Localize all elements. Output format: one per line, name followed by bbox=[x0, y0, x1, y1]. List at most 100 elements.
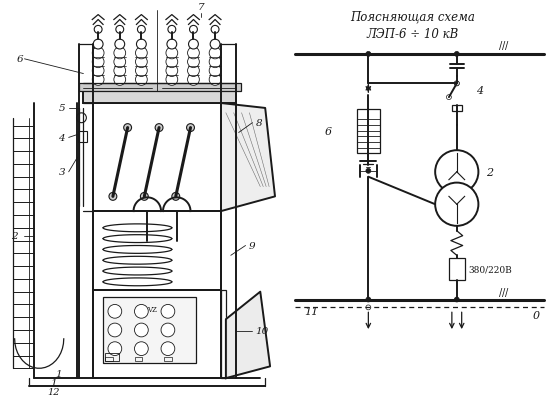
Circle shape bbox=[137, 26, 145, 34]
Bar bbox=[105, 353, 119, 362]
Circle shape bbox=[187, 65, 199, 77]
Text: 4: 4 bbox=[477, 86, 484, 96]
Circle shape bbox=[92, 48, 104, 60]
Circle shape bbox=[114, 48, 126, 60]
Circle shape bbox=[435, 151, 478, 194]
Text: VZ: VZ bbox=[147, 306, 157, 314]
Bar bbox=[134, 357, 142, 362]
Circle shape bbox=[166, 65, 178, 77]
Circle shape bbox=[114, 65, 126, 77]
Text: 6: 6 bbox=[325, 127, 332, 137]
Bar bbox=[356, 110, 380, 154]
Circle shape bbox=[92, 65, 104, 77]
Text: 5: 5 bbox=[58, 104, 65, 113]
Circle shape bbox=[134, 324, 148, 337]
Bar bbox=[93, 211, 221, 290]
Circle shape bbox=[134, 342, 148, 356]
Circle shape bbox=[187, 48, 199, 60]
Text: 8: 8 bbox=[255, 119, 262, 128]
Text: 380/220В: 380/220В bbox=[468, 265, 512, 274]
Bar bbox=[164, 357, 172, 362]
Circle shape bbox=[211, 26, 219, 34]
Circle shape bbox=[116, 26, 123, 34]
Circle shape bbox=[168, 26, 176, 34]
Circle shape bbox=[141, 193, 148, 201]
Polygon shape bbox=[221, 104, 275, 211]
Circle shape bbox=[366, 169, 371, 174]
Circle shape bbox=[155, 124, 163, 132]
Circle shape bbox=[455, 297, 459, 302]
Bar bbox=[103, 297, 196, 364]
Text: 6: 6 bbox=[17, 55, 23, 64]
Circle shape bbox=[114, 57, 126, 68]
Text: 4: 4 bbox=[58, 134, 65, 143]
Text: Поясняющая схема: Поясняющая схема bbox=[350, 10, 475, 23]
Circle shape bbox=[136, 74, 147, 86]
Text: $\it{///}$: $\it{///}$ bbox=[498, 39, 510, 52]
Text: ЛЭП-6 ÷ 10 кВ: ЛЭП-6 ÷ 10 кВ bbox=[366, 28, 458, 41]
Circle shape bbox=[209, 57, 221, 68]
Bar bbox=[452, 106, 462, 112]
Circle shape bbox=[209, 74, 221, 86]
Circle shape bbox=[108, 324, 122, 337]
Bar bbox=[221, 290, 226, 378]
Circle shape bbox=[123, 124, 132, 132]
Circle shape bbox=[137, 40, 147, 50]
Circle shape bbox=[187, 57, 199, 68]
Circle shape bbox=[167, 40, 177, 50]
Circle shape bbox=[210, 40, 220, 50]
Circle shape bbox=[455, 82, 459, 87]
Text: 12: 12 bbox=[48, 387, 60, 396]
Text: 0: 0 bbox=[532, 310, 539, 321]
Circle shape bbox=[209, 65, 221, 77]
Text: 1: 1 bbox=[56, 369, 62, 378]
Text: 7: 7 bbox=[198, 2, 204, 11]
Circle shape bbox=[161, 342, 175, 356]
Circle shape bbox=[109, 193, 117, 201]
Circle shape bbox=[94, 26, 102, 34]
Circle shape bbox=[136, 65, 147, 77]
Bar bbox=[93, 104, 221, 211]
Bar bbox=[449, 258, 464, 280]
Circle shape bbox=[190, 26, 197, 34]
Circle shape bbox=[166, 48, 178, 60]
Bar bbox=[93, 290, 221, 378]
Circle shape bbox=[455, 52, 459, 57]
Circle shape bbox=[92, 74, 104, 86]
Bar bbox=[78, 131, 88, 143]
Circle shape bbox=[366, 305, 371, 310]
Bar bbox=[105, 357, 113, 362]
Bar bbox=[83, 92, 236, 104]
Circle shape bbox=[446, 95, 451, 100]
Bar bbox=[78, 84, 241, 92]
Circle shape bbox=[455, 82, 459, 87]
Circle shape bbox=[187, 124, 195, 132]
Circle shape bbox=[115, 40, 125, 50]
Circle shape bbox=[161, 305, 175, 319]
Circle shape bbox=[93, 40, 103, 50]
Circle shape bbox=[166, 74, 178, 86]
Circle shape bbox=[166, 57, 178, 68]
Polygon shape bbox=[226, 292, 270, 378]
Circle shape bbox=[435, 183, 478, 226]
Circle shape bbox=[77, 114, 87, 124]
Circle shape bbox=[209, 48, 221, 60]
Circle shape bbox=[134, 305, 148, 319]
Text: $\it{///}$: $\it{///}$ bbox=[498, 285, 510, 298]
Circle shape bbox=[136, 48, 147, 60]
Circle shape bbox=[136, 57, 147, 68]
Circle shape bbox=[366, 52, 371, 57]
Circle shape bbox=[161, 324, 175, 337]
Circle shape bbox=[92, 57, 104, 68]
Text: 9: 9 bbox=[249, 241, 255, 250]
Text: 2: 2 bbox=[12, 231, 18, 240]
Text: 1: 1 bbox=[51, 378, 57, 387]
Text: 3: 3 bbox=[58, 168, 65, 177]
Text: 2: 2 bbox=[486, 167, 493, 178]
Circle shape bbox=[188, 40, 198, 50]
Circle shape bbox=[172, 193, 180, 201]
Text: 10: 10 bbox=[255, 327, 268, 336]
Circle shape bbox=[108, 305, 122, 319]
Circle shape bbox=[114, 74, 126, 86]
Circle shape bbox=[366, 297, 371, 302]
